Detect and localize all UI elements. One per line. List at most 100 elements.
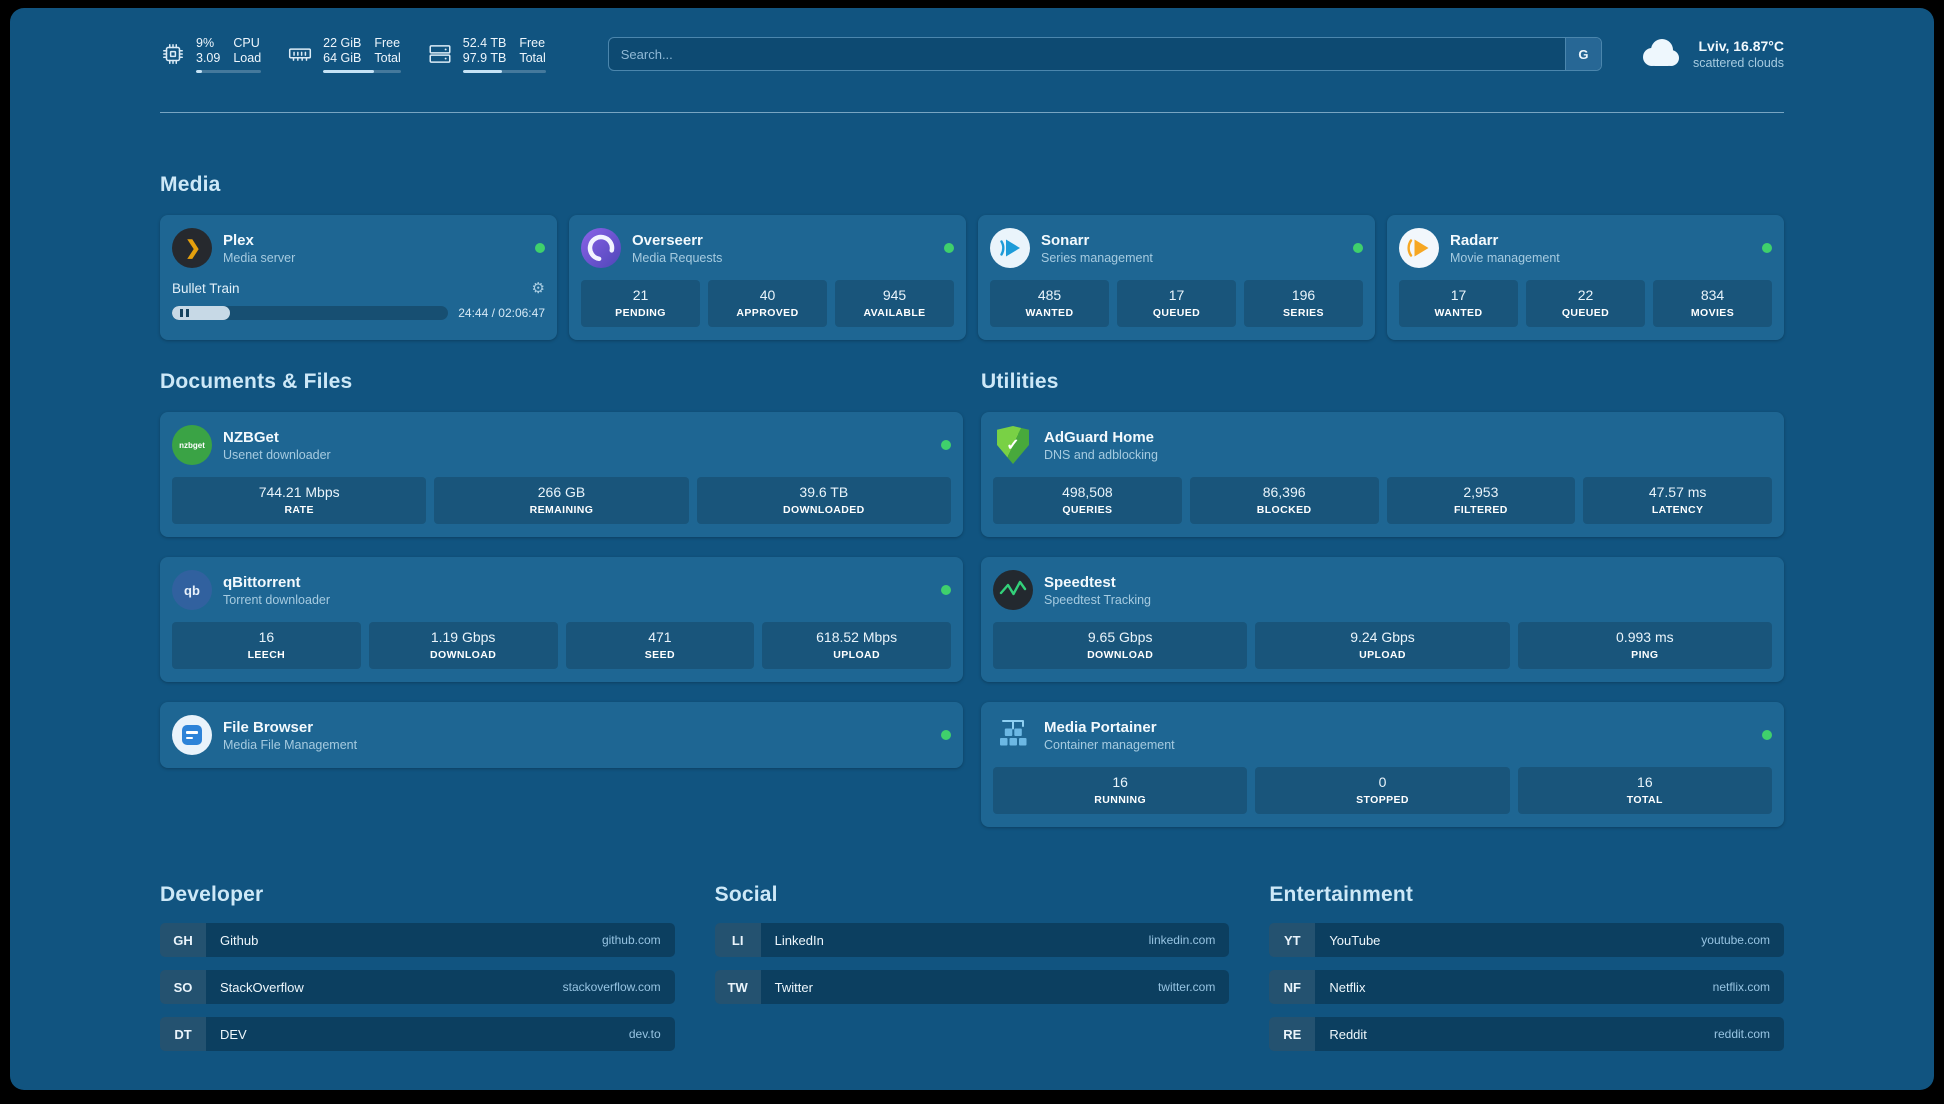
memory-total-value: 64 GiB [323,50,362,65]
stat-tile: 16 TOTAL [1517,767,1772,814]
bookmark-stackoverflow[interactable]: SO StackOverflow stackoverflow.com [160,970,675,1004]
stat-tile: 0.993 ms PING [1517,622,1772,669]
stat-value: 86,396 [1262,484,1306,500]
bookmark-youtube[interactable]: YT YouTube youtube.com [1269,923,1784,957]
stat-tile: 0 STOPPED [1255,767,1510,814]
service-name: Plex [223,231,254,249]
bookmark-abbr: YT [1269,923,1316,957]
bookmark-name: Twitter [774,979,813,995]
bookmark-abbr: RE [1269,1017,1316,1051]
filebrowser-icon [172,715,212,755]
stat-value: 9.65 Gbps [1087,629,1153,645]
service-name: NZBGet [223,428,279,446]
stat-tile: 471 SEED [565,622,755,669]
stat-label: DOWNLOAD [430,649,497,661]
stat-tile: 17 WANTED [1399,280,1518,327]
cpu-load-value: 3.09 [196,50,221,65]
status-dot [941,585,951,595]
bookmark-url: github.com [601,933,661,947]
service-card-plex[interactable]: ❯ Plex Media server Bullet Train ⚙ [160,215,557,340]
stat-tile: 40 APPROVED [708,280,827,327]
cpu-label: CPU [233,35,260,50]
settings-gear-icon[interactable]: ⚙ [531,280,545,297]
stat-value: 2,953 [1463,484,1499,500]
bookmark-url: linkedin.com [1148,933,1216,947]
stat-label: UPLOAD [1359,649,1406,661]
now-playing-title: Bullet Train [172,280,240,296]
stat-tile: 196 SERIES [1244,280,1363,327]
stat-label: WANTED [1025,307,1074,319]
stat-tile: 9.65 Gbps DOWNLOAD [993,622,1248,669]
bookmark-abbr: GH [160,923,206,957]
bookmark-netflix[interactable]: NF Netflix netflix.com [1269,970,1784,1004]
status-dot [1762,730,1772,740]
service-card-overseerr[interactable]: Overseerr Media Requests 21 PENDING 40 A… [569,215,966,340]
cpu-usage-bar [196,69,262,73]
disk-usage-bar [462,69,546,73]
service-card-qbittorrent[interactable]: qb qBittorrent Torrent downloader 16 [160,557,963,682]
cpu-chip-icon [160,41,186,67]
playback-progress-bar[interactable] [172,306,449,320]
bookmark-abbr: DT [160,1017,206,1051]
bookmark-abbr: SO [160,970,206,1004]
section-title-entertainment: Entertainment [1269,883,1414,906]
status-dot [1762,243,1772,253]
speedtest-icon [993,570,1033,610]
service-card-speedtest[interactable]: Speedtest Speedtest Tracking 9.65 Gbps D… [981,557,1784,682]
memory-free-value: 22 GiB [323,35,362,50]
stat-tile: 86,396 BLOCKED [1189,477,1379,524]
service-subtitle: Movie management [1450,250,1560,265]
service-subtitle: Torrent downloader [223,592,331,607]
service-name: Media Portainer [1044,718,1157,736]
status-dot [1353,243,1363,253]
stat-tile: 39.6 TB DOWNLOADED [696,477,951,524]
sonarr-icon [990,228,1030,268]
service-card-sonarr[interactable]: Sonarr Series management 485 WANTED 17 Q… [978,215,1375,340]
bookmark-github[interactable]: GH Github github.com [160,923,675,957]
disk-free-label: Free [519,35,546,50]
stat-label: DOWNLOAD [1087,649,1154,661]
playback-time: 24:44 / 02:06:47 [458,306,545,320]
stat-label: MOVIES [1690,307,1735,319]
bookmark-url: dev.to [628,1027,661,1041]
stat-tile: 17 QUEUED [1117,280,1236,327]
bookmark-dev[interactable]: DT DEV dev.to [160,1017,675,1051]
portainer-icon [993,715,1033,755]
qbittorrent-icon: qb [172,570,212,610]
section-title-developer: Developer [160,883,264,906]
radarr-icon [1399,228,1439,268]
service-card-portainer[interactable]: Media Portainer Container management 16 … [981,702,1784,827]
service-name: Speedtest [1044,573,1116,591]
stat-tile: 16 RUNNING [993,767,1248,814]
search-provider-button[interactable]: G [1564,38,1601,70]
stat-tile: 9.24 Gbps UPLOAD [1255,622,1510,669]
bookmark-twitter[interactable]: TW Twitter twitter.com [714,970,1230,1004]
service-subtitle: Media Requests [632,250,723,265]
bookmark-url: reddit.com [1713,1027,1770,1041]
disk-icon [427,41,453,67]
service-card-nzbget[interactable]: nzbget NZBGet Usenet downloader 744.21 M… [160,412,963,537]
bookmark-name: LinkedIn [774,932,824,948]
stat-value: 834 [1700,287,1725,303]
bookmark-reddit[interactable]: RE Reddit reddit.com [1269,1017,1784,1051]
bookmark-abbr: NF [1269,970,1316,1004]
service-card-adguard[interactable]: ✓ AdGuard Home DNS and adblocking 498,50… [981,412,1784,537]
section-social: Social LI LinkedIn linkedin.com TW Twitt… [714,883,1230,1051]
pause-icon[interactable] [180,309,189,317]
plex-icon: ❯ [172,228,212,268]
search-input[interactable] [607,37,1602,71]
stat-label: BLOCKED [1256,504,1312,516]
stat-tile: 22 QUEUED [1526,280,1645,327]
check-icon: ✓ [1006,437,1020,454]
bookmark-url: stackoverflow.com [562,980,661,994]
service-name: File Browser [223,718,314,736]
stat-value: 1.19 Gbps [430,629,496,645]
service-card-filebrowser[interactable]: File Browser Media File Management [160,702,963,768]
stat-value: 266 GB [537,484,586,500]
status-dot [535,243,545,253]
stat-tile: 21 PENDING [581,280,700,327]
bookmark-linkedin[interactable]: LI LinkedIn linkedin.com [714,923,1230,957]
service-card-radarr[interactable]: Radarr Movie management 17 WANTED 22 QUE… [1387,215,1784,340]
section-documents: Documents & Files nzbget NZBGet Usenet d… [160,370,963,827]
service-name: qBittorrent [223,573,301,591]
